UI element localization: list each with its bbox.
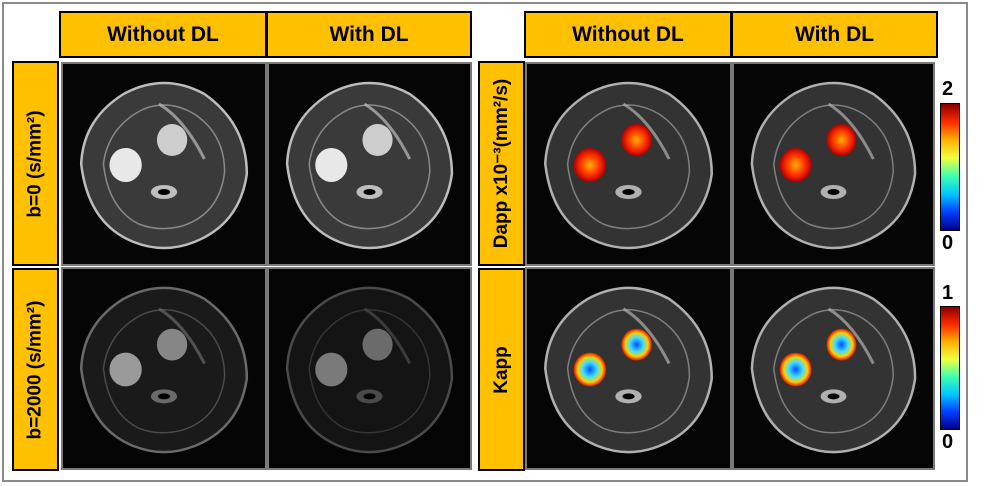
- mri-b2000-with-dl: [267, 267, 472, 470]
- mri-kapp-with-dl: [732, 267, 935, 470]
- mri-dapp-with-dl: [732, 62, 935, 266]
- colorbar-kapp: [940, 306, 960, 430]
- row-label-b0: b=0 (s/mm²): [12, 61, 59, 266]
- header-left-with-dl: With DL: [266, 11, 472, 58]
- row-label-kapp: Kapp: [478, 268, 525, 471]
- row-label-b0-text: b=0 (s/mm²): [24, 109, 46, 218]
- row-label-b2000-text: b=2000 (s/mm²): [24, 300, 46, 439]
- header-right-without-dl: Without DL: [524, 11, 732, 58]
- colorbar-kapp-max: 1: [942, 282, 954, 304]
- colorbar-dapp: [940, 103, 960, 231]
- row-label-dapp: Dapp x10⁻³(mm²/s): [478, 61, 525, 266]
- row-label-dapp-text: Dapp x10⁻³(mm²/s): [491, 78, 513, 249]
- colorbar-kapp-min: 0: [942, 431, 954, 453]
- mri-dapp-without-dl: [525, 62, 732, 266]
- header-right-with-dl: With DL: [731, 11, 938, 58]
- row-label-kapp-text: Kapp: [490, 345, 512, 394]
- mri-b0-without-dl: [61, 62, 267, 266]
- colorbar-dapp-min: 0: [942, 232, 954, 254]
- colorbar-dapp-max: 2: [942, 78, 954, 100]
- mri-b0-with-dl: [267, 62, 472, 266]
- mri-kapp-without-dl: [525, 267, 732, 470]
- row-label-b2000: b=2000 (s/mm²): [12, 268, 59, 471]
- mri-b2000-without-dl: [61, 267, 267, 470]
- header-left-without-dl: Without DL: [59, 11, 267, 58]
